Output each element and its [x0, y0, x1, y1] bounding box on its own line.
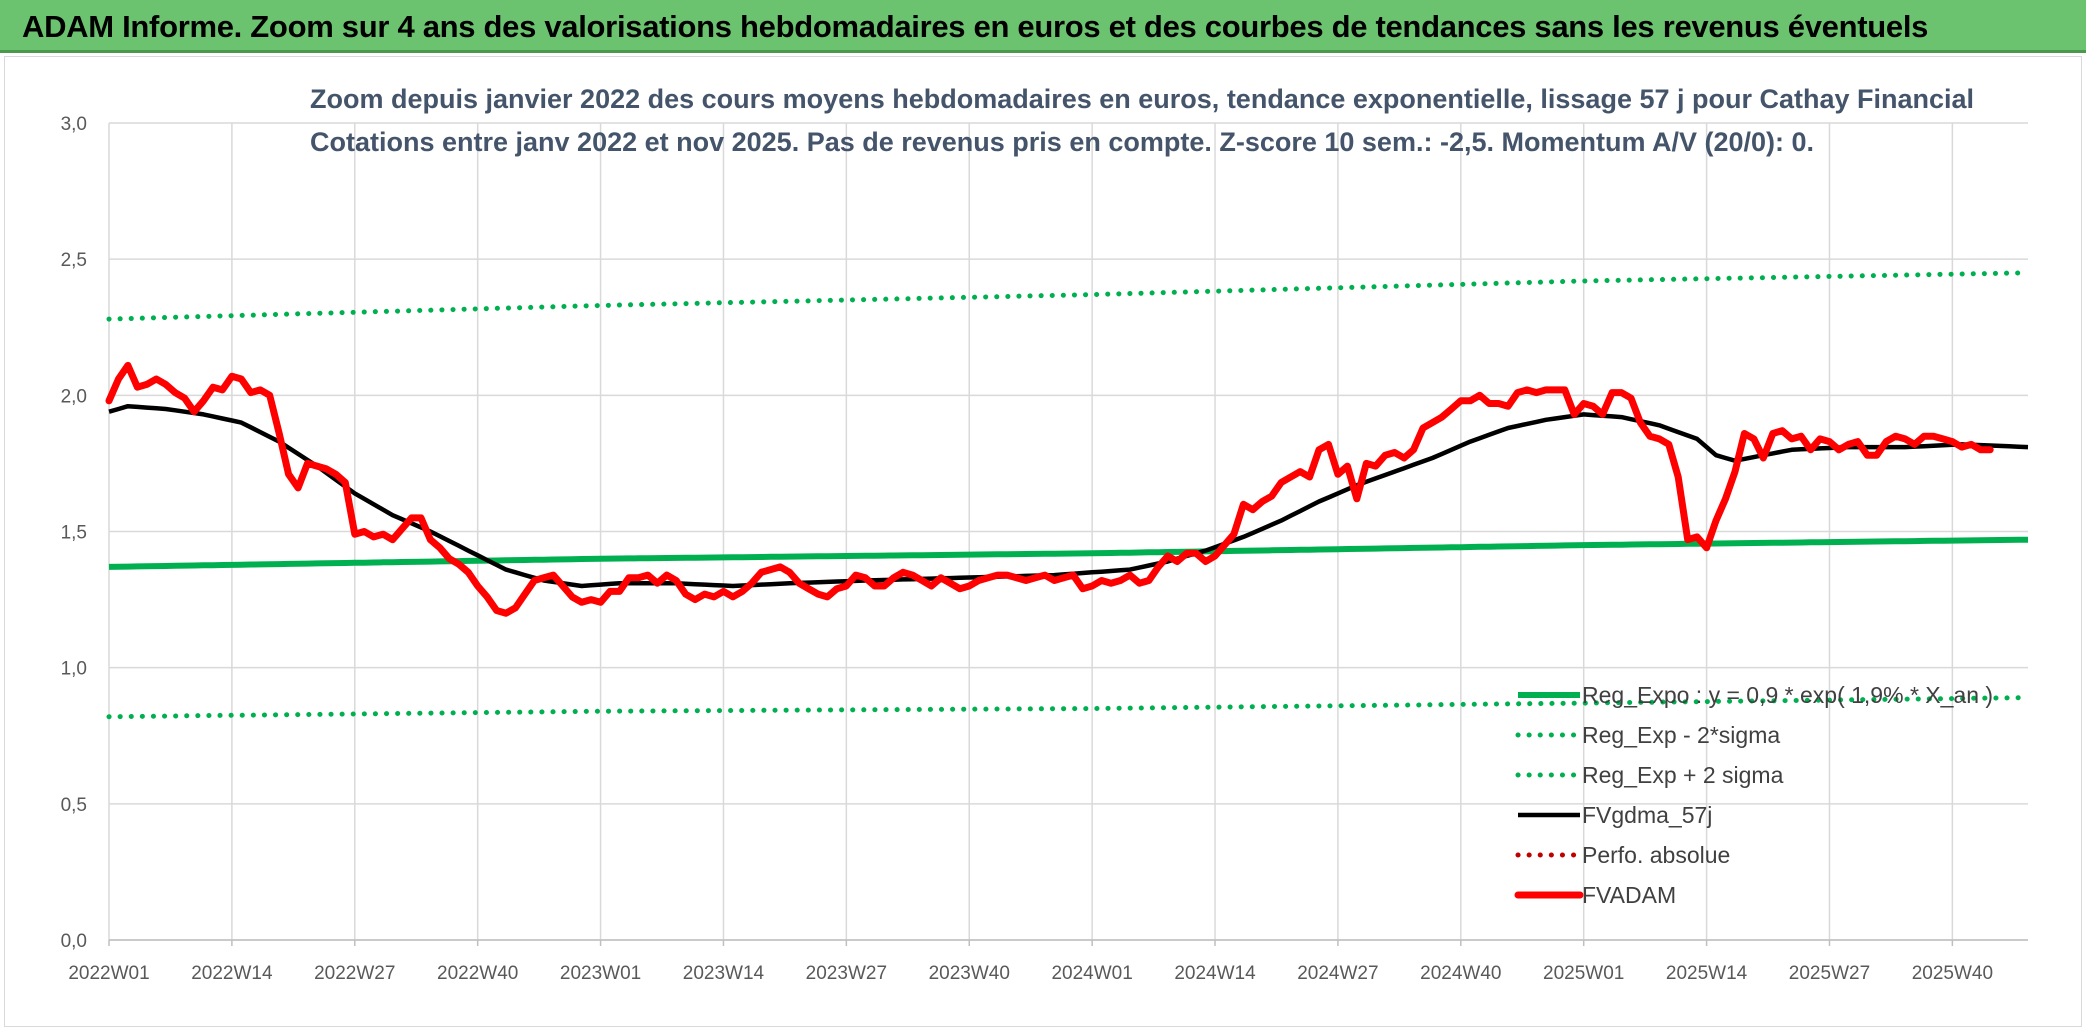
x-tick-label: 2025W27: [1789, 963, 1870, 984]
fvgdma-57j-line: [108, 403, 2029, 589]
legend-entry-label: Reg_Exp - 2*sigma: [1582, 722, 1780, 748]
y-tick-label: 1,5: [61, 523, 87, 544]
x-tick-label: 2023W01: [560, 963, 641, 984]
fvadam-line: [105, 361, 1994, 617]
x-tick-label: 2025W40: [1912, 963, 1993, 984]
x-tick-label: 2022W27: [314, 963, 395, 984]
report-title: ADAM Informe. Zoom sur 4 ans des valoris…: [22, 9, 1929, 44]
chart-subtitle: Cotations entre janv 2022 et nov 2025. P…: [310, 127, 1815, 157]
x-tick-label: 2024W27: [1297, 963, 1378, 984]
x-tick-label: 2022W40: [437, 963, 518, 984]
legend-entry-label: Reg_Expo : y = 0,9 * exp( 1,9% * X_an ): [1582, 682, 1993, 708]
x-tick-label: 2024W14: [1174, 963, 1256, 984]
y-tick-label: 0,5: [61, 795, 87, 816]
x-tick-label: 2023W14: [683, 963, 765, 984]
y-tick-label: 1,0: [61, 659, 87, 680]
legend-entry-label: FVgdma_57j: [1582, 802, 1712, 828]
x-tick-label: 2022W01: [68, 963, 149, 984]
x-tick-label: 2023W40: [929, 963, 1010, 984]
x-tick-label: 2022W14: [191, 963, 273, 984]
chart-title: Zoom depuis janvier 2022 des cours moyen…: [310, 84, 1975, 114]
x-tick-label: 2023W27: [806, 963, 887, 984]
x-tick-label: 2024W40: [1420, 963, 1501, 984]
reg-exp-plus-2sigma-line: [106, 270, 2031, 322]
y-tick-label: 2,5: [61, 250, 87, 271]
x-tick-label: 2025W01: [1543, 963, 1624, 984]
legend-entry-label: Reg_Exp + 2 sigma: [1582, 762, 1784, 788]
x-tick-label: 2024W01: [1051, 963, 1132, 984]
reg-expo-line: [108, 536, 2029, 570]
report-banner: ADAM Informe. Zoom sur 4 ans des valoris…: [0, 0, 2086, 53]
reg-exp-minus-2sigma-line: [106, 695, 2031, 720]
legend-entry-label: FVADAM: [1582, 882, 1676, 908]
y-tick-label: 3,0: [61, 114, 87, 135]
legend-entry-label: Perfo. absolue: [1582, 842, 1730, 868]
y-tick-label: 2,0: [61, 386, 87, 407]
x-tick-label: 2025W14: [1666, 963, 1748, 984]
y-tick-label: 0,0: [61, 931, 87, 952]
